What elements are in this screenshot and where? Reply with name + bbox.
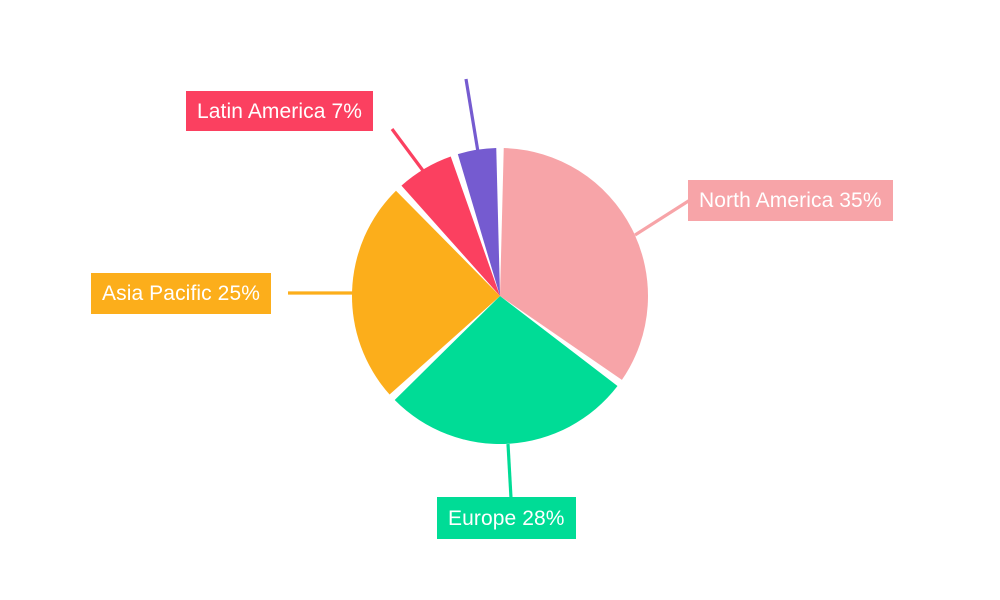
pie-label-latin-america: Latin America 7%: [186, 91, 374, 131]
leader-lines-group: [288, 78, 691, 499]
leader-line-latin-america: [390, 128, 426, 173]
pie-slice-middle-east-africa[interactable]: [457, 148, 500, 296]
pie-slice-latin-america[interactable]: [401, 156, 500, 296]
pie-slice-north-america[interactable]: [500, 148, 648, 380]
pie-label-asia-pacific: Asia Pacific 25%: [91, 273, 272, 314]
pie-slice-europe[interactable]: [394, 296, 618, 444]
leader-line-europe: [506, 443, 513, 499]
pie-label-north-america: North America 35%: [688, 180, 893, 221]
leader-line-middle-east-africa: [464, 78, 480, 153]
leader-line-north-america: [634, 198, 691, 237]
pie-label-europe: Europe 28%: [437, 497, 576, 539]
pie-label-middle-east-africa: Middle East & Africa 5%: [11, 0, 238, 22]
pie-slices-group: [351, 148, 648, 444]
pie-slice-asia-pacific[interactable]: [351, 190, 500, 395]
